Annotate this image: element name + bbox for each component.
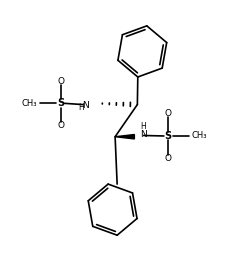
Text: S: S xyxy=(165,131,172,141)
Text: H: H xyxy=(78,103,84,112)
Text: H: H xyxy=(140,122,145,131)
Text: N: N xyxy=(82,101,89,110)
Text: N: N xyxy=(140,131,146,139)
Text: S: S xyxy=(57,98,64,108)
Text: O: O xyxy=(57,121,64,130)
Text: CH₃: CH₃ xyxy=(192,132,207,140)
Polygon shape xyxy=(115,135,134,139)
Text: O: O xyxy=(165,109,172,118)
Text: O: O xyxy=(165,154,172,163)
Text: O: O xyxy=(57,77,64,85)
Text: CH₃: CH₃ xyxy=(22,99,37,108)
